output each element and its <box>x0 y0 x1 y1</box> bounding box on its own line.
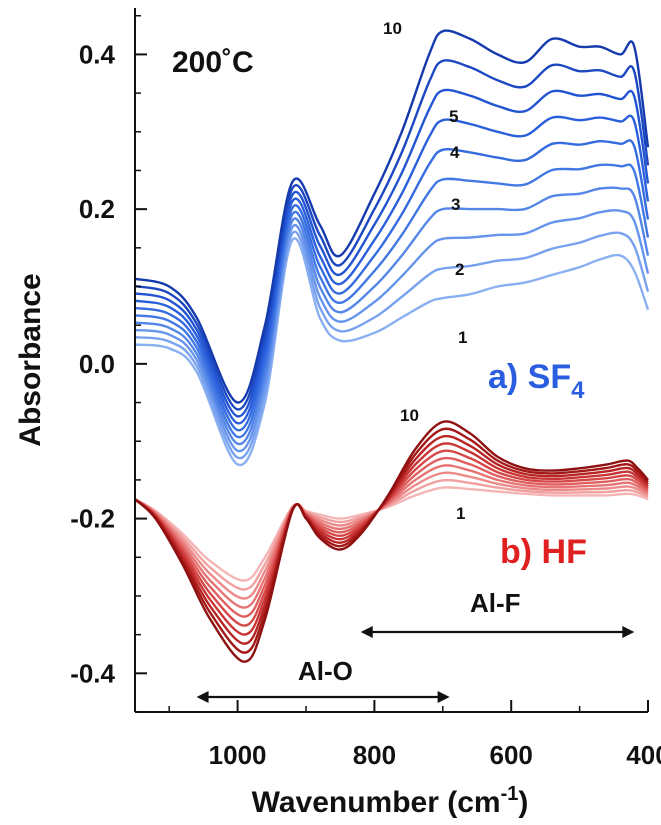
sf4-curve-8 <box>134 88 650 418</box>
x-axis-title-superscript: -1 <box>501 783 519 805</box>
hf-curve-label-1: 1 <box>456 504 465 523</box>
x-tick-label: 1000 <box>209 740 267 770</box>
sf4-curve-10 <box>134 29 650 404</box>
sf4-curve-group <box>134 29 650 467</box>
hf-curve-group <box>134 420 649 663</box>
sf4-curve-1 <box>134 237 650 467</box>
temperature-label: 200˚C <box>172 46 254 79</box>
x-tick-label: 600 <box>490 740 533 770</box>
y-tick-label: -0.2 <box>70 504 115 534</box>
alf-arrow-head-left <box>360 626 373 638</box>
alo-arrow <box>196 691 450 703</box>
alf-region-label: Al-F <box>470 588 521 618</box>
sf4-curve-6 <box>134 139 650 432</box>
alf-arrow-head-right <box>622 626 635 638</box>
x-axis-title: Wavenumber (cm-1) <box>252 783 529 819</box>
x-tick-label: 400 <box>626 740 661 770</box>
y-tick-label: 0.4 <box>79 39 116 69</box>
region-arrows <box>196 626 635 703</box>
sf4-curve-label-4: 4 <box>450 143 460 162</box>
sf4-curve-3 <box>134 209 650 453</box>
y-tick-label: -0.4 <box>70 658 115 688</box>
sf4-curve-label-1: 1 <box>458 328 467 347</box>
x-axis-title-end: ) <box>518 786 528 819</box>
sf4-curve-label-10: 10 <box>383 19 402 38</box>
x-axis-title-main: Wavenumber (cm <box>252 786 501 819</box>
alo-arrow-head-left <box>196 691 209 703</box>
sf4-curve-label-3: 3 <box>451 195 460 214</box>
sf4-curve-9 <box>134 59 650 411</box>
sf4-curve-label-2: 2 <box>455 260 464 279</box>
hf-curve-label-10: 10 <box>400 406 419 425</box>
axes: 0.4 0.2 0.0 -0.2 -0.4 1000 800 600 400 <box>70 8 661 770</box>
sf4-curve-2 <box>134 230 650 460</box>
hf-curve-10 <box>134 420 649 663</box>
alo-arrow-head-right <box>437 691 450 703</box>
sf4-curve-7 <box>134 114 650 425</box>
sf4-curve-label-5: 5 <box>449 107 458 126</box>
alf-arrow <box>360 626 635 638</box>
hf-series-label: b) HF <box>500 533 587 571</box>
sf4-label-text: a) SF <box>488 358 571 396</box>
y-tick-label: 0.2 <box>79 194 115 224</box>
y-axis-title: Absorbance <box>14 273 47 446</box>
y-tick-label: 0.0 <box>79 349 115 379</box>
alo-region-label: Al-O <box>298 656 353 686</box>
sf4-label-subscript: 4 <box>571 377 585 404</box>
sf4-curve-5 <box>134 163 650 439</box>
sf4-curve-4 <box>134 186 650 446</box>
x-tick-label: 800 <box>353 740 396 770</box>
sf4-series-label: a) SF4 <box>488 358 585 404</box>
